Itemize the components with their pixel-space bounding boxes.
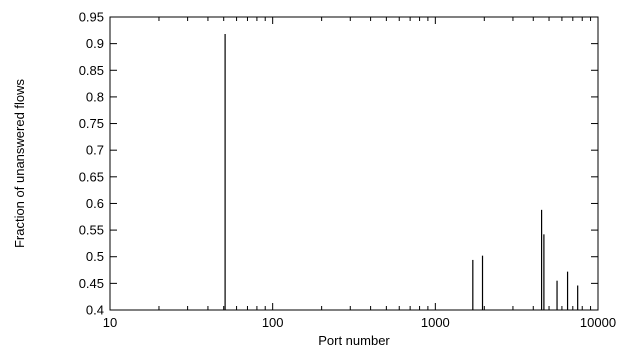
data-bars xyxy=(224,34,579,310)
axis-ticks xyxy=(109,16,599,311)
x-tick-label: 100 xyxy=(262,315,284,330)
y-tick-label: 0.85 xyxy=(79,63,104,78)
plot-frame xyxy=(109,16,599,311)
y-tick-label: 0.4 xyxy=(86,303,104,318)
y-tick-label: 0.95 xyxy=(79,10,104,25)
y-tick-label: 0.7 xyxy=(86,143,104,158)
y-tick-label: 0.6 xyxy=(86,196,104,211)
y-axis-label: Fraction of unanswered flows xyxy=(12,78,27,248)
y-tick-label: 0.9 xyxy=(86,36,104,51)
x-tick-label: 10000 xyxy=(580,315,616,330)
y-tick-label: 0.5 xyxy=(86,249,104,264)
y-tick-label: 0.45 xyxy=(79,276,104,291)
x-tick-label: 10 xyxy=(103,315,117,330)
y-tick-label: 0.75 xyxy=(79,116,104,131)
y-tick-label: 0.55 xyxy=(79,223,104,238)
y-tick-label: 0.65 xyxy=(79,169,104,184)
y-tick-label: 0.8 xyxy=(86,89,104,104)
tick-labels: 0.4 0.45 0.5 0.55 0.6 0.65 0.7 0.75 0.8 0.85 0.9 0.… xyxy=(79,10,616,331)
x-axis-label: Port number xyxy=(318,333,390,348)
x-tick-label: 1000 xyxy=(421,315,450,330)
